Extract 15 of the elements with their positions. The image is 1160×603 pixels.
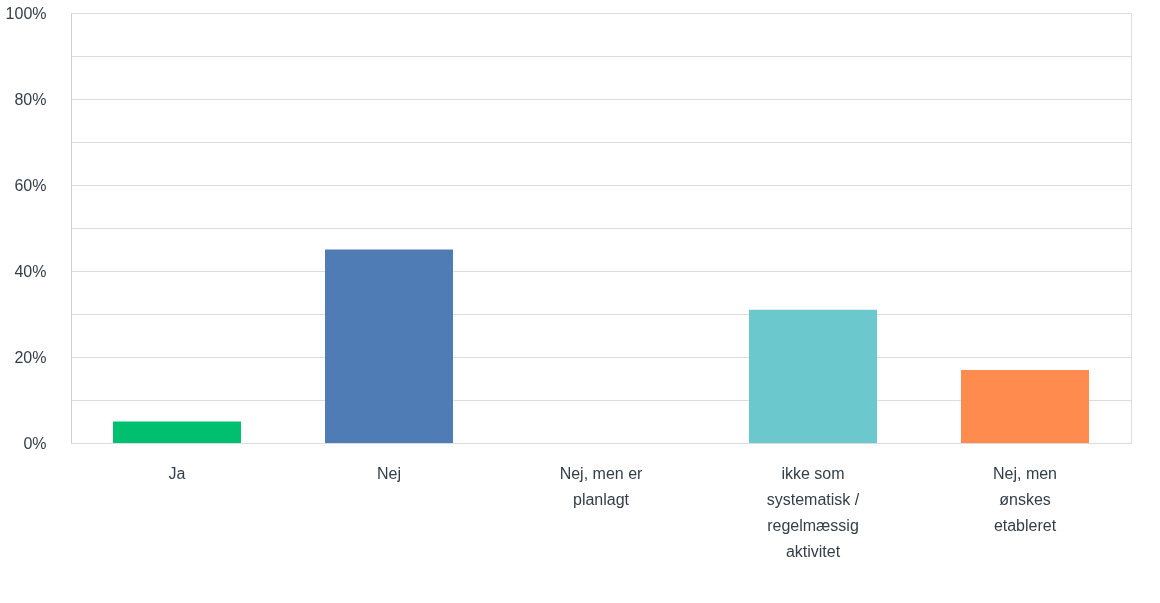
x-tick-label: Nej	[376, 464, 402, 482]
x-tick-label: Ja	[168, 464, 186, 482]
x-tick-label: ikke som systematisk / regelmæssig aktivitet	[766, 464, 860, 560]
bar	[749, 309, 877, 443]
y-tick-label: 40%	[14, 262, 47, 280]
y-tick-label: 60%	[14, 176, 47, 194]
bar	[113, 421, 241, 443]
x-tick-label: Nej, men ønskes etableret	[992, 464, 1058, 534]
bar	[325, 249, 453, 443]
x-tick-label: Nej, men er planlagt	[559, 464, 644, 508]
y-tick-label: 100%	[5, 4, 47, 22]
bar	[961, 369, 1089, 443]
y-tick-label: 0%	[23, 434, 47, 452]
y-tick-label: 80%	[14, 90, 47, 108]
y-tick-label: 20%	[14, 348, 47, 366]
